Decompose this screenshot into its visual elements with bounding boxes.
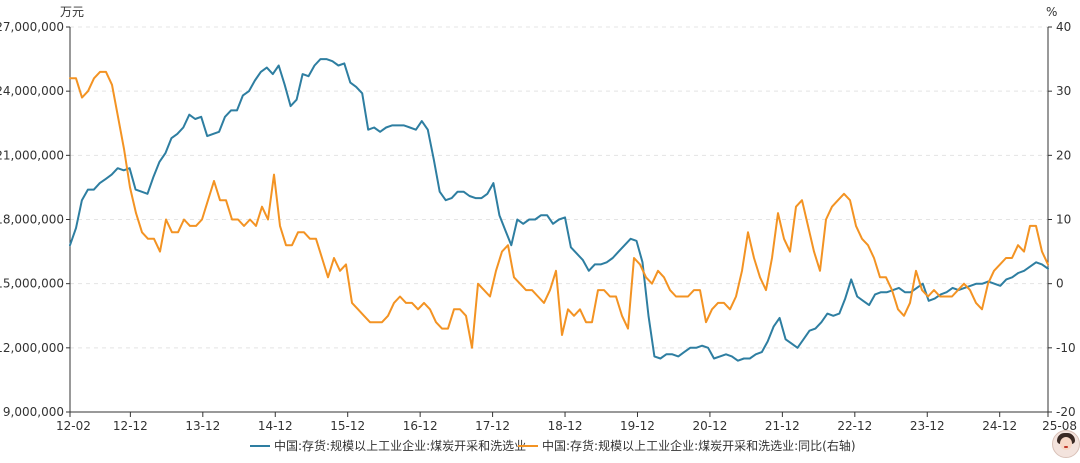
right-tick-label: 0	[1056, 277, 1064, 291]
left-tick-label: 9,000,000	[3, 405, 64, 419]
x-tick-label: 22-12	[837, 419, 872, 433]
x-tick-label: 13-12	[185, 419, 220, 433]
left-tick-label: 27,000,000	[0, 20, 64, 34]
right-tick-label: 40	[1056, 20, 1071, 34]
right-tick-label: 20	[1056, 148, 1071, 162]
x-tick-label: 18-12	[548, 419, 583, 433]
right-axis-unit: %	[1046, 5, 1057, 19]
x-tick-label: 19-12	[620, 419, 655, 433]
legend-label: 中国:存货:规模以上工业企业:煤炭开采和洗选业	[274, 438, 526, 453]
x-tick-label: 23-12	[910, 419, 945, 433]
right-tick-label: -10	[1056, 341, 1076, 355]
right-tick-label: -20	[1056, 405, 1076, 419]
inventory-series-line	[69, 58, 1049, 362]
left-tick-label: 12,000,000	[0, 341, 64, 355]
x-tick-label: 24-12	[982, 419, 1017, 433]
left-tick-label: 15,000,000	[0, 277, 64, 291]
x-tick-label: 12-12	[113, 419, 148, 433]
x-tick-label: 20-12	[692, 419, 727, 433]
lips-shape	[1064, 446, 1068, 448]
right-tick-label: 30	[1056, 84, 1071, 98]
x-tick-label: 14-12	[258, 419, 293, 433]
left-tick-label: 21,000,000	[0, 148, 64, 162]
x-tick-label: 16-12	[403, 419, 438, 433]
x-tick-label: 12-02	[56, 419, 91, 433]
legend: 中国:存货:规模以上工业企业:煤炭开采和洗选业 中国:存货:规模以上工业企业:煤炭…	[250, 438, 856, 453]
right-tick-label: 10	[1056, 213, 1071, 227]
face-shape	[1060, 437, 1072, 450]
x-tick-label: 25-08	[1042, 419, 1077, 433]
left-tick-label: 24,000,000	[0, 84, 64, 98]
axes: 9,000,000 -20 12,000,000 -10 15,000,000 0 18,0…	[0, 20, 1077, 433]
x-tick-label: 21-12	[765, 419, 800, 433]
x-tick-label: 15-12	[330, 419, 365, 433]
avatar-watermark	[1052, 430, 1080, 458]
legend-label: 中国:存货:规模以上工业企业:煤炭开采和洗选业:同比(右轴)	[542, 438, 856, 453]
yoy-series-line	[69, 70, 1049, 349]
series-lines	[69, 58, 1049, 362]
left-tick-label: 18,000,000	[0, 213, 64, 227]
x-tick-label: 17-12	[475, 419, 510, 433]
left-axis-unit: 万元	[60, 5, 84, 19]
